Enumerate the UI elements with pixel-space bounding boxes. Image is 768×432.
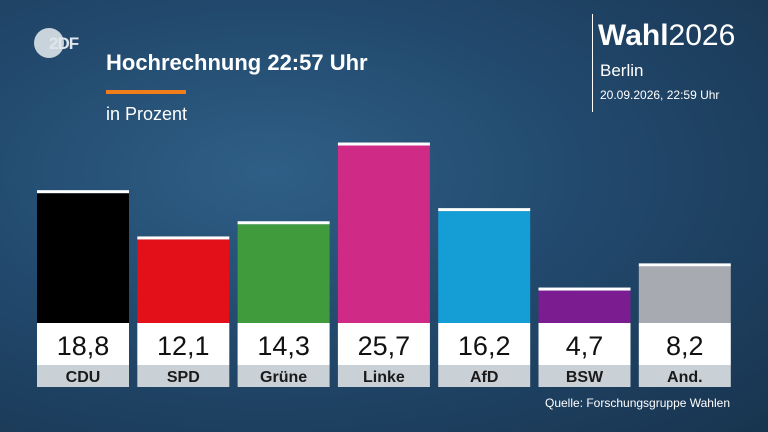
brand-logo: Wahl2026 <box>598 18 735 54</box>
zdf-logo-circle <box>34 28 64 58</box>
value-box <box>538 323 631 365</box>
value-box <box>438 323 531 365</box>
value-box <box>237 323 330 365</box>
category-label: CDU <box>66 369 101 386</box>
zdf-logo: 2DF <box>34 28 79 58</box>
category-label: AfD <box>470 369 498 386</box>
bar-and <box>638 266 731 323</box>
value-box <box>337 323 430 365</box>
brand-year: 2026 <box>668 19 736 52</box>
title-accent-line <box>106 90 186 94</box>
bar-linke <box>337 145 430 323</box>
value-box <box>137 323 230 365</box>
data-label: 4,7 <box>566 331 604 361</box>
bar-grne <box>237 224 330 323</box>
bar-cap <box>237 221 330 225</box>
chart-title: Hochrechnung 22:57 Uhr <box>106 50 368 75</box>
category-label: And. <box>667 369 703 386</box>
zdf-logo-text: 2DF <box>49 34 79 53</box>
category-label: BSW <box>566 369 604 386</box>
data-label: 18,8 <box>57 331 110 361</box>
bar-bsw <box>538 290 631 323</box>
data-label: 14,3 <box>257 331 310 361</box>
category-box <box>638 365 731 387</box>
timestamp: 20.09.2026, 22:59 Uhr <box>600 88 720 102</box>
bar-cap <box>137 236 230 240</box>
chart-subtitle: in Prozent <box>106 104 188 124</box>
category-label: SPD <box>167 369 200 386</box>
brand-name: Wahl <box>598 19 669 52</box>
category-box <box>137 365 230 387</box>
data-label: 12,1 <box>157 331 210 361</box>
source-note: Quelle: Forschungsgruppe Wahlen <box>545 396 730 410</box>
bar-cap <box>638 263 731 267</box>
bar-cap <box>538 287 631 291</box>
brand-divider <box>592 14 593 112</box>
region-label: Berlin <box>600 61 644 80</box>
category-box <box>337 365 430 387</box>
value-box <box>37 323 129 365</box>
category-box <box>37 365 129 387</box>
category-box <box>438 365 531 387</box>
category-label: Linke <box>363 369 405 386</box>
value-box <box>638 323 731 365</box>
bar-afd <box>438 211 531 323</box>
bar-cap <box>337 142 430 146</box>
data-label: 8,2 <box>666 331 704 361</box>
data-label: 25,7 <box>358 331 411 361</box>
bar-cap <box>438 208 531 212</box>
category-box <box>237 365 330 387</box>
category-label: Grüne <box>260 369 307 386</box>
category-box <box>538 365 631 387</box>
bar-spd <box>137 239 230 323</box>
bar-cdu <box>37 193 129 323</box>
data-label: 16,2 <box>458 331 511 361</box>
bar-cap <box>37 190 129 194</box>
